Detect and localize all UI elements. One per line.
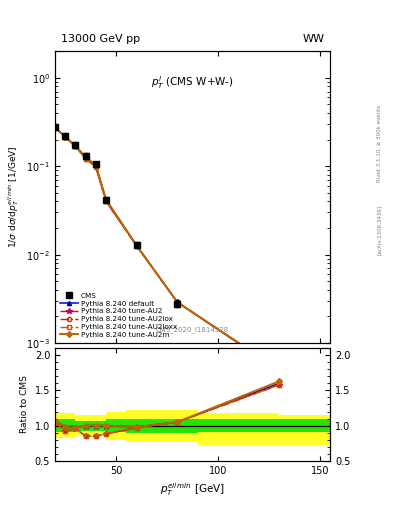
Text: CMS_2020_I1814328: CMS_2020_I1814328 [156, 326, 229, 333]
Y-axis label: 1/$\sigma$ d$\sigma$/d$p_T^{ell\,min}$ [1/GeV]: 1/$\sigma$ d$\sigma$/d$p_T^{ell\,min}$ [… [6, 146, 20, 248]
Text: [arXiv:1306.3436]: [arXiv:1306.3436] [377, 205, 382, 255]
Text: Rivet 3.1.10, ≥ 300k events: Rivet 3.1.10, ≥ 300k events [377, 105, 382, 182]
X-axis label: $p_T^{ell\,min}$ [GeV]: $p_T^{ell\,min}$ [GeV] [160, 481, 225, 498]
Text: WW: WW [303, 34, 325, 44]
Text: $p_{T}^{l}$ (CMS W+W-): $p_{T}^{l}$ (CMS W+W-) [151, 75, 234, 91]
Text: 13000 GeV pp: 13000 GeV pp [61, 34, 140, 44]
Y-axis label: Ratio to CMS: Ratio to CMS [20, 375, 29, 434]
Legend: CMS, Pythia 8.240 default, Pythia 8.240 tune-AU2, Pythia 8.240 tune-AU2lox, Pyth: CMS, Pythia 8.240 default, Pythia 8.240 … [59, 291, 178, 339]
